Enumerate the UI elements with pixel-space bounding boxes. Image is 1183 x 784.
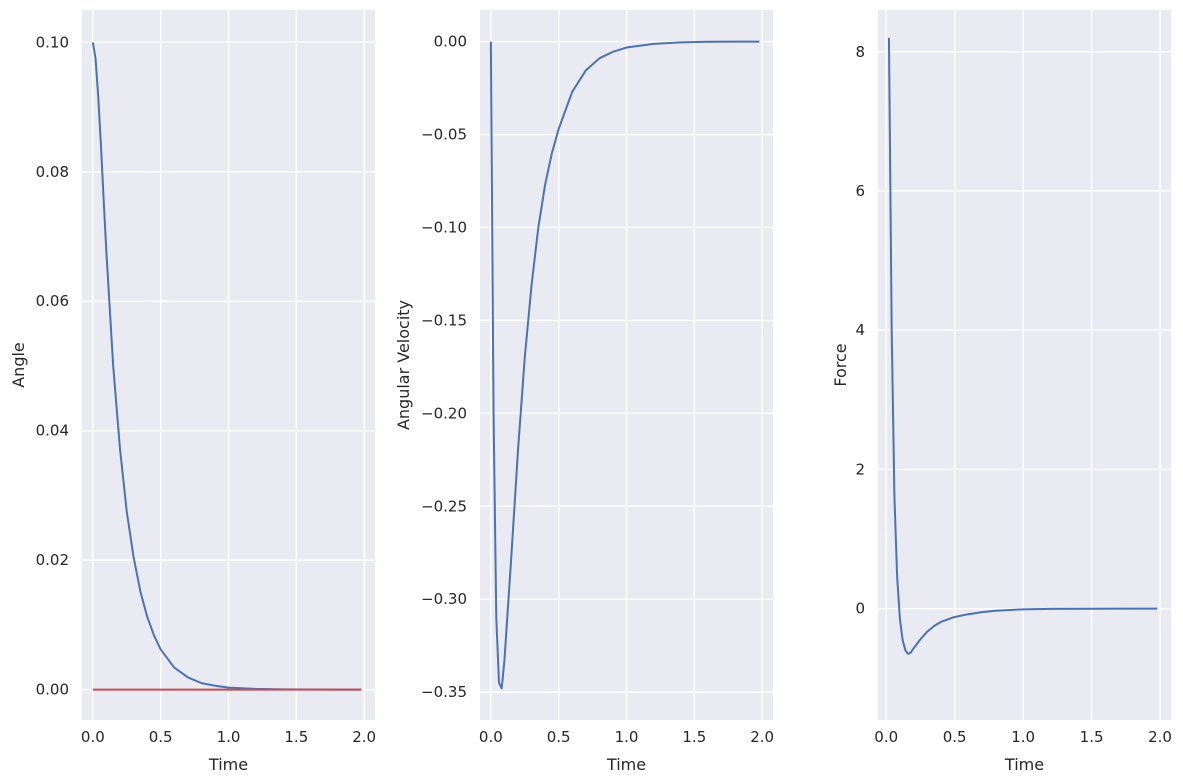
x-tick-label: 1.5 [682,728,706,746]
y-tick-label: 6 [855,182,865,200]
x-tick-label: 2.0 [1148,728,1172,746]
y-tick-label: −0.25 [421,497,467,515]
y-tick-label: 0.08 [36,163,69,181]
x-tick-label: 0.5 [547,728,571,746]
y-tick-label: 8 [855,43,865,61]
force-subplot-plot-area [878,10,1171,720]
force-subplot-ylabel: Force [831,343,850,386]
x-tick-label: 1.5 [284,728,308,746]
angle-subplot-ylabel: Angle [9,342,28,388]
force-subplot-series-line-0 [887,37,1158,655]
y-tick-label: −0.15 [421,311,467,329]
y-tick-label: 0.06 [36,292,69,310]
y-tick-label: 4 [855,321,865,339]
x-tick-label: 2.0 [750,728,774,746]
y-tick-label: 0.02 [36,551,69,569]
force-subplot-grid [878,10,1171,720]
y-tick-label: −0.05 [421,126,467,144]
angular-velocity-subplot: Time Angular Velocity 0.0 0.5 1.0 1.5 2.0 −0.… [394,10,774,774]
x-tick-label: 0.0 [479,728,503,746]
x-tick-label: 1.0 [615,728,639,746]
y-tick-label: 0 [855,600,865,618]
y-tick-label: 2 [855,460,865,478]
angular-velocity-subplot-ylabel: Angular Velocity [394,300,413,430]
angle-subplot: Time Angle 0.0 0.5 1.0 1.5 2.0 0.00 0.02 0.04 0.… [9,10,376,774]
x-tick-label: 0.5 [943,728,967,746]
y-tick-label: 0.04 [36,422,69,440]
y-tick-label: −0.20 [421,404,467,422]
angular-velocity-subplot-xlabel: Time [606,755,646,774]
x-tick-label: 1.0 [1011,728,1035,746]
x-tick-label: 1.0 [217,728,241,746]
x-tick-label: 0.0 [81,728,105,746]
x-tick-label: 2.0 [352,728,376,746]
y-tick-label: −0.10 [421,218,467,236]
y-tick-label: −0.35 [421,683,467,701]
force-subplot: Time Force 0.0 0.5 1.0 1.5 2.0 0 2 4 6 8 [831,10,1172,774]
y-tick-label: 0.10 [36,33,69,51]
angular-velocity-subplot-series-line-0 [489,40,760,690]
y-tick-label: 0.00 [434,33,467,51]
x-tick-label: 0.0 [874,728,898,746]
x-tick-label: 0.5 [149,728,173,746]
force-subplot-xlabel: Time [1004,755,1044,774]
y-tick-label: 0.00 [36,681,69,699]
angle-subplot-xlabel: Time [208,755,248,774]
y-tick-label: −0.30 [421,590,467,608]
x-tick-label: 1.5 [1080,728,1104,746]
